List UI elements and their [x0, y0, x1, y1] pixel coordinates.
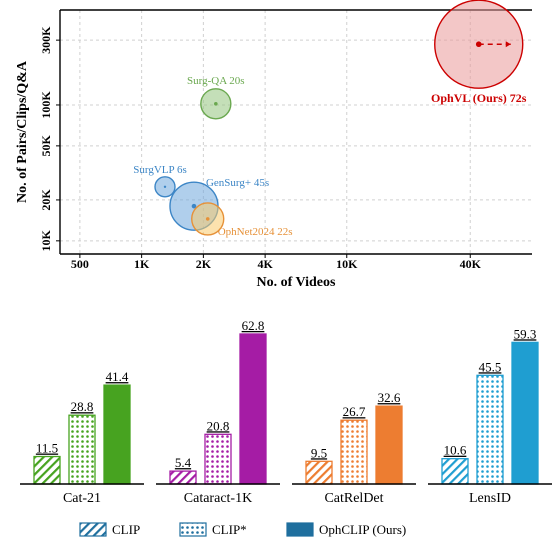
bar-value-label: 62.8	[242, 318, 265, 333]
bar-chart: 11.5 28.8 41.4 Cat-21 5.4 20.8 62.8 Cataract-1K…	[20, 318, 552, 506]
bubble-label: SurgVLP 6s	[133, 164, 187, 176]
x-tick-label: 1K	[134, 257, 150, 271]
x-tick-label: 40K	[460, 257, 482, 271]
bar-value-label: 45.5	[479, 359, 502, 374]
bar	[376, 406, 402, 484]
bar-value-label: 41.4	[106, 369, 129, 384]
bar	[104, 385, 130, 484]
legend-label: CLIP	[112, 522, 140, 537]
bar-category-label: LensID	[469, 491, 511, 506]
bubble-label: Surg-QA 20s	[187, 75, 245, 87]
bar-value-label: 59.3	[514, 326, 537, 341]
x-tick-label: 500	[71, 257, 89, 271]
bar	[477, 375, 503, 484]
x-tick-label: 10K	[336, 257, 358, 271]
legend-swatch	[80, 523, 106, 536]
bar-value-label: 11.5	[36, 441, 58, 456]
bar-category-label: Cataract-1K	[184, 491, 252, 506]
bubble-center	[206, 217, 210, 221]
y-axis-label: No. of Pairs/Clips/Q&A	[15, 60, 30, 203]
bubble-center	[214, 102, 218, 106]
y-tick-label: 100K	[39, 91, 53, 119]
bubble-label: OphNet2024 22s	[218, 226, 293, 238]
y-tick-label: 10K	[39, 230, 53, 252]
bar-value-label: 20.8	[207, 418, 230, 433]
x-tick-label: 2K	[196, 257, 212, 271]
bar-value-label: 28.8	[71, 399, 94, 414]
bar	[512, 342, 538, 484]
bar	[69, 415, 95, 484]
bar	[306, 461, 332, 484]
bubble-label: GenSurg+ 45s	[206, 177, 269, 189]
bar	[240, 334, 266, 484]
bar-category-label: CatRelDet	[324, 491, 383, 506]
bar-value-label: 9.5	[311, 445, 327, 460]
bar-value-label: 5.4	[175, 455, 192, 470]
legend-swatch	[287, 523, 313, 536]
bar	[34, 457, 60, 484]
bar	[442, 459, 468, 484]
figure-root: 500 1K 2K 4K 10K 40K 10K 20K 50K 100K 300K No. of V…	[0, 0, 552, 554]
x-axis-label: No. of Videos	[257, 275, 337, 290]
bar	[205, 434, 231, 484]
bubble-center	[164, 186, 166, 188]
legend: CLIP CLIP* OphCLIP (Ours)	[80, 522, 406, 537]
x-tick-label: 4K	[257, 257, 273, 271]
legend-label: CLIP*	[212, 522, 247, 537]
legend-label: OphCLIP (Ours)	[319, 522, 406, 537]
y-tick-label: 50K	[39, 135, 53, 157]
bar-category-label: Cat-21	[63, 491, 101, 506]
bar-value-label: 26.7	[343, 404, 366, 419]
y-tick-label: 300K	[39, 26, 53, 54]
bar	[341, 420, 367, 484]
bar	[170, 471, 196, 484]
bar-value-label: 32.6	[378, 390, 401, 405]
y-tick-label: 20K	[39, 189, 53, 211]
legend-swatch	[180, 523, 206, 536]
bubble-label: OphVL (Ours) 72s	[431, 91, 527, 105]
scatter-plot: 500 1K 2K 4K 10K 40K 10K 20K 50K 100K 300K No. of V…	[15, 0, 532, 290]
bar-value-label: 10.6	[444, 443, 467, 458]
